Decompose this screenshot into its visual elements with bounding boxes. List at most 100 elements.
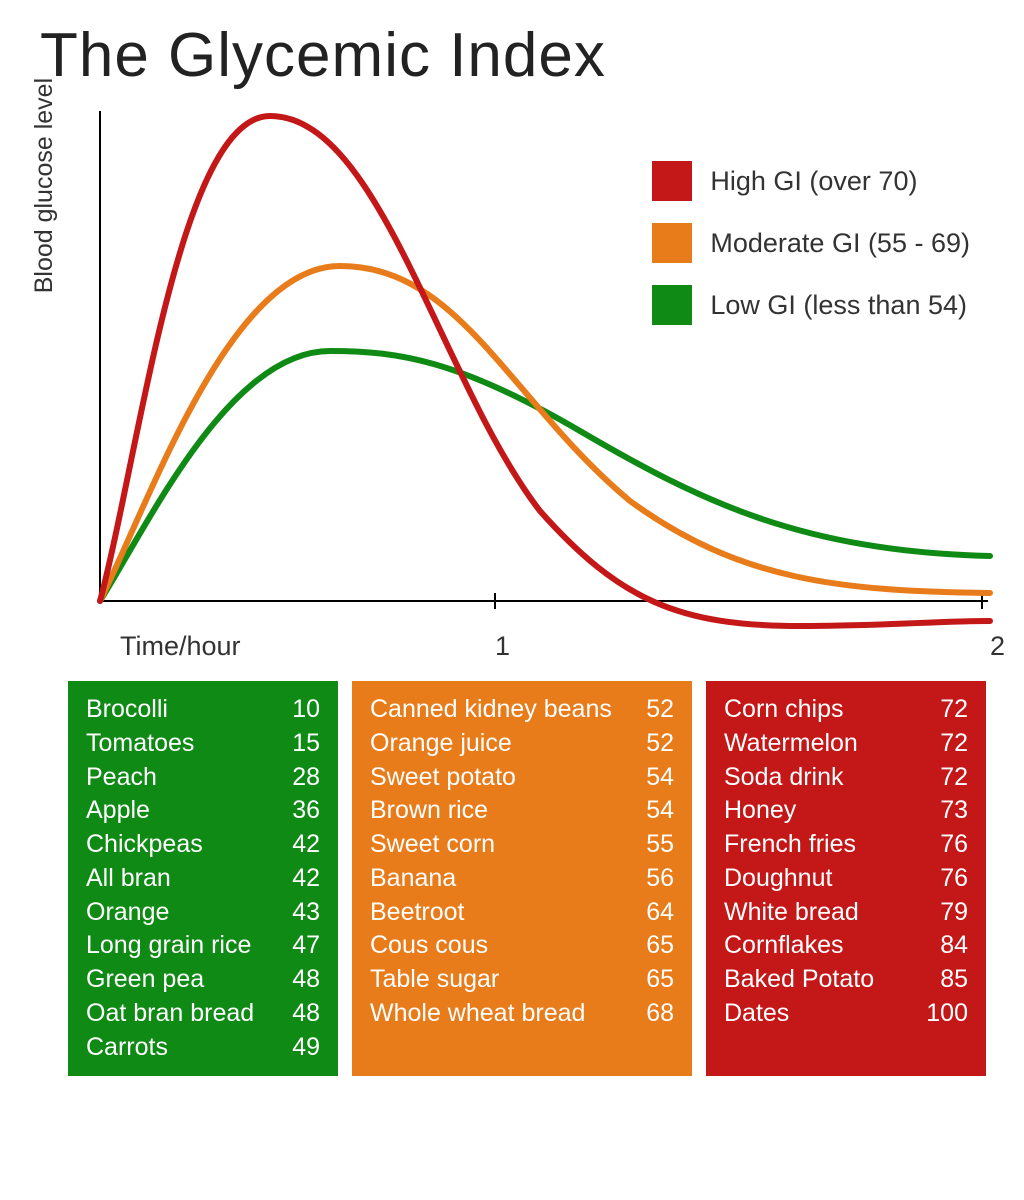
table-low-gi: Brocolli 10 Tomatoes 15 Peach 28Apple36Chickp…	[68, 681, 338, 1076]
legend-label-low: Low GI (less than 54)	[710, 290, 967, 321]
food-gi-value: 100	[924, 997, 968, 1031]
legend-swatch-low	[652, 285, 692, 325]
gi-chart: Blood glucose level Time/hour 1 2 High G…	[40, 101, 1000, 671]
food-name: Brocolli	[86, 693, 168, 727]
x-axis-tick-2: 2	[990, 631, 1005, 662]
food-gi-value: 52	[630, 693, 674, 727]
food-gi-value: 15	[276, 727, 320, 761]
food-gi-value: 52	[630, 727, 674, 761]
food-gi-value: 72	[924, 727, 968, 761]
food-gi-value: 54	[630, 761, 674, 795]
table-row: French fries 76	[724, 828, 968, 862]
x-axis-time-label: Time/hour	[120, 631, 241, 662]
food-gi-value: 49	[276, 1031, 320, 1065]
table-row: Carrots49	[86, 1031, 320, 1065]
food-name: Honey	[724, 794, 796, 828]
food-gi-value: 65	[630, 929, 674, 963]
table-row: Sweet potato 54	[370, 761, 674, 795]
table-row: Honey 73	[724, 794, 968, 828]
food-name: Long grain rice	[86, 929, 251, 963]
food-name: Banana	[370, 862, 456, 896]
table-row: Chickpeas 42	[86, 828, 320, 862]
food-gi-value: 43	[276, 896, 320, 930]
legend-label-moderate: Moderate GI (55 - 69)	[710, 228, 970, 259]
food-name: Dates	[724, 997, 789, 1031]
table-row: Orange juice 52	[370, 727, 674, 761]
table-row: White bread 79	[724, 896, 968, 930]
table-row: Table sugar 65	[370, 963, 674, 997]
food-name: All bran	[86, 862, 171, 896]
table-row: Long grain rice47	[86, 929, 320, 963]
food-name: Apple	[86, 794, 150, 828]
food-name: Brown rice	[370, 794, 488, 828]
food-gi-value: 76	[924, 862, 968, 896]
food-gi-value: 76	[924, 828, 968, 862]
food-name: Cous cous	[370, 929, 488, 963]
x-axis-labels: Time/hour 1 2	[100, 631, 1000, 671]
table-high-gi: Corn chips72Watermelon72Soda drink72Hone…	[706, 681, 986, 1076]
food-gi-value: 68	[630, 997, 674, 1031]
table-row: Apple36	[86, 794, 320, 828]
legend: High GI (over 70) Moderate GI (55 - 69) …	[652, 161, 970, 347]
food-gi-value: 42	[276, 828, 320, 862]
food-gi-value: 64	[630, 896, 674, 930]
food-gi-value: 85	[924, 963, 968, 997]
legend-swatch-moderate	[652, 223, 692, 263]
food-name: Orange juice	[370, 727, 512, 761]
food-gi-value: 72	[924, 693, 968, 727]
food-gi-value: 72	[924, 761, 968, 795]
food-gi-value: 55	[630, 828, 674, 862]
table-row: Baked Potato 85	[724, 963, 968, 997]
food-gi-value: 73	[924, 794, 968, 828]
food-name: Sweet corn	[370, 828, 495, 862]
food-gi-value: 54	[630, 794, 674, 828]
food-gi-value: 56	[630, 862, 674, 896]
legend-moderate: Moderate GI (55 - 69)	[652, 223, 970, 263]
food-gi-value: 79	[924, 896, 968, 930]
food-name: Baked Potato	[724, 963, 874, 997]
food-name: White bread	[724, 896, 859, 930]
table-row: All bran 42	[86, 862, 320, 896]
food-gi-value: 48	[276, 963, 320, 997]
table-moderate-gi: Canned kidney beans52Orange juice52Sweet…	[352, 681, 692, 1076]
table-row: Watermelon 72	[724, 727, 968, 761]
food-name: Tomatoes	[86, 727, 194, 761]
table-row: Sweet corn 55	[370, 828, 674, 862]
table-row: Dates 100	[724, 997, 968, 1031]
food-gi-value: 48	[276, 997, 320, 1031]
food-name: French fries	[724, 828, 856, 862]
table-row: Orange 43	[86, 896, 320, 930]
food-name: Doughnut	[724, 862, 832, 896]
food-name: Watermelon	[724, 727, 858, 761]
y-axis-label: Blood glucose level	[30, 78, 59, 293]
food-gi-value: 10	[276, 693, 320, 727]
food-name: Peach	[86, 761, 157, 795]
table-row: Doughnut 76	[724, 862, 968, 896]
food-name: Soda drink	[724, 761, 844, 795]
food-name: Orange	[86, 896, 169, 930]
table-row: Tomatoes 15	[86, 727, 320, 761]
food-gi-value: 42	[276, 862, 320, 896]
food-name: Canned kidney beans	[370, 693, 612, 727]
gi-tables: Brocolli 10 Tomatoes 15 Peach 28Apple36Chickp…	[40, 681, 1004, 1076]
table-row: Soda drink 72	[724, 761, 968, 795]
table-row: Peach 28	[86, 761, 320, 795]
food-name: Chickpeas	[86, 828, 203, 862]
table-row: Corn chips72	[724, 693, 968, 727]
x-axis-tick-1: 1	[495, 631, 510, 662]
food-name: Sweet potato	[370, 761, 516, 795]
table-row: Cous cous 65	[370, 929, 674, 963]
table-row: Banana 56	[370, 862, 674, 896]
table-row: Brown rice 54	[370, 794, 674, 828]
table-row: Oat bran bread48	[86, 997, 320, 1031]
food-gi-value: 65	[630, 963, 674, 997]
food-gi-value: 28	[276, 761, 320, 795]
food-name: Green pea	[86, 963, 204, 997]
food-name: Beetroot	[370, 896, 465, 930]
legend-low: Low GI (less than 54)	[652, 285, 970, 325]
table-row: Whole wheat bread 68	[370, 997, 674, 1031]
table-row: Green pea 48	[86, 963, 320, 997]
food-name: Table sugar	[370, 963, 499, 997]
food-name: Cornflakes	[724, 929, 844, 963]
food-name: Whole wheat bread	[370, 997, 585, 1031]
